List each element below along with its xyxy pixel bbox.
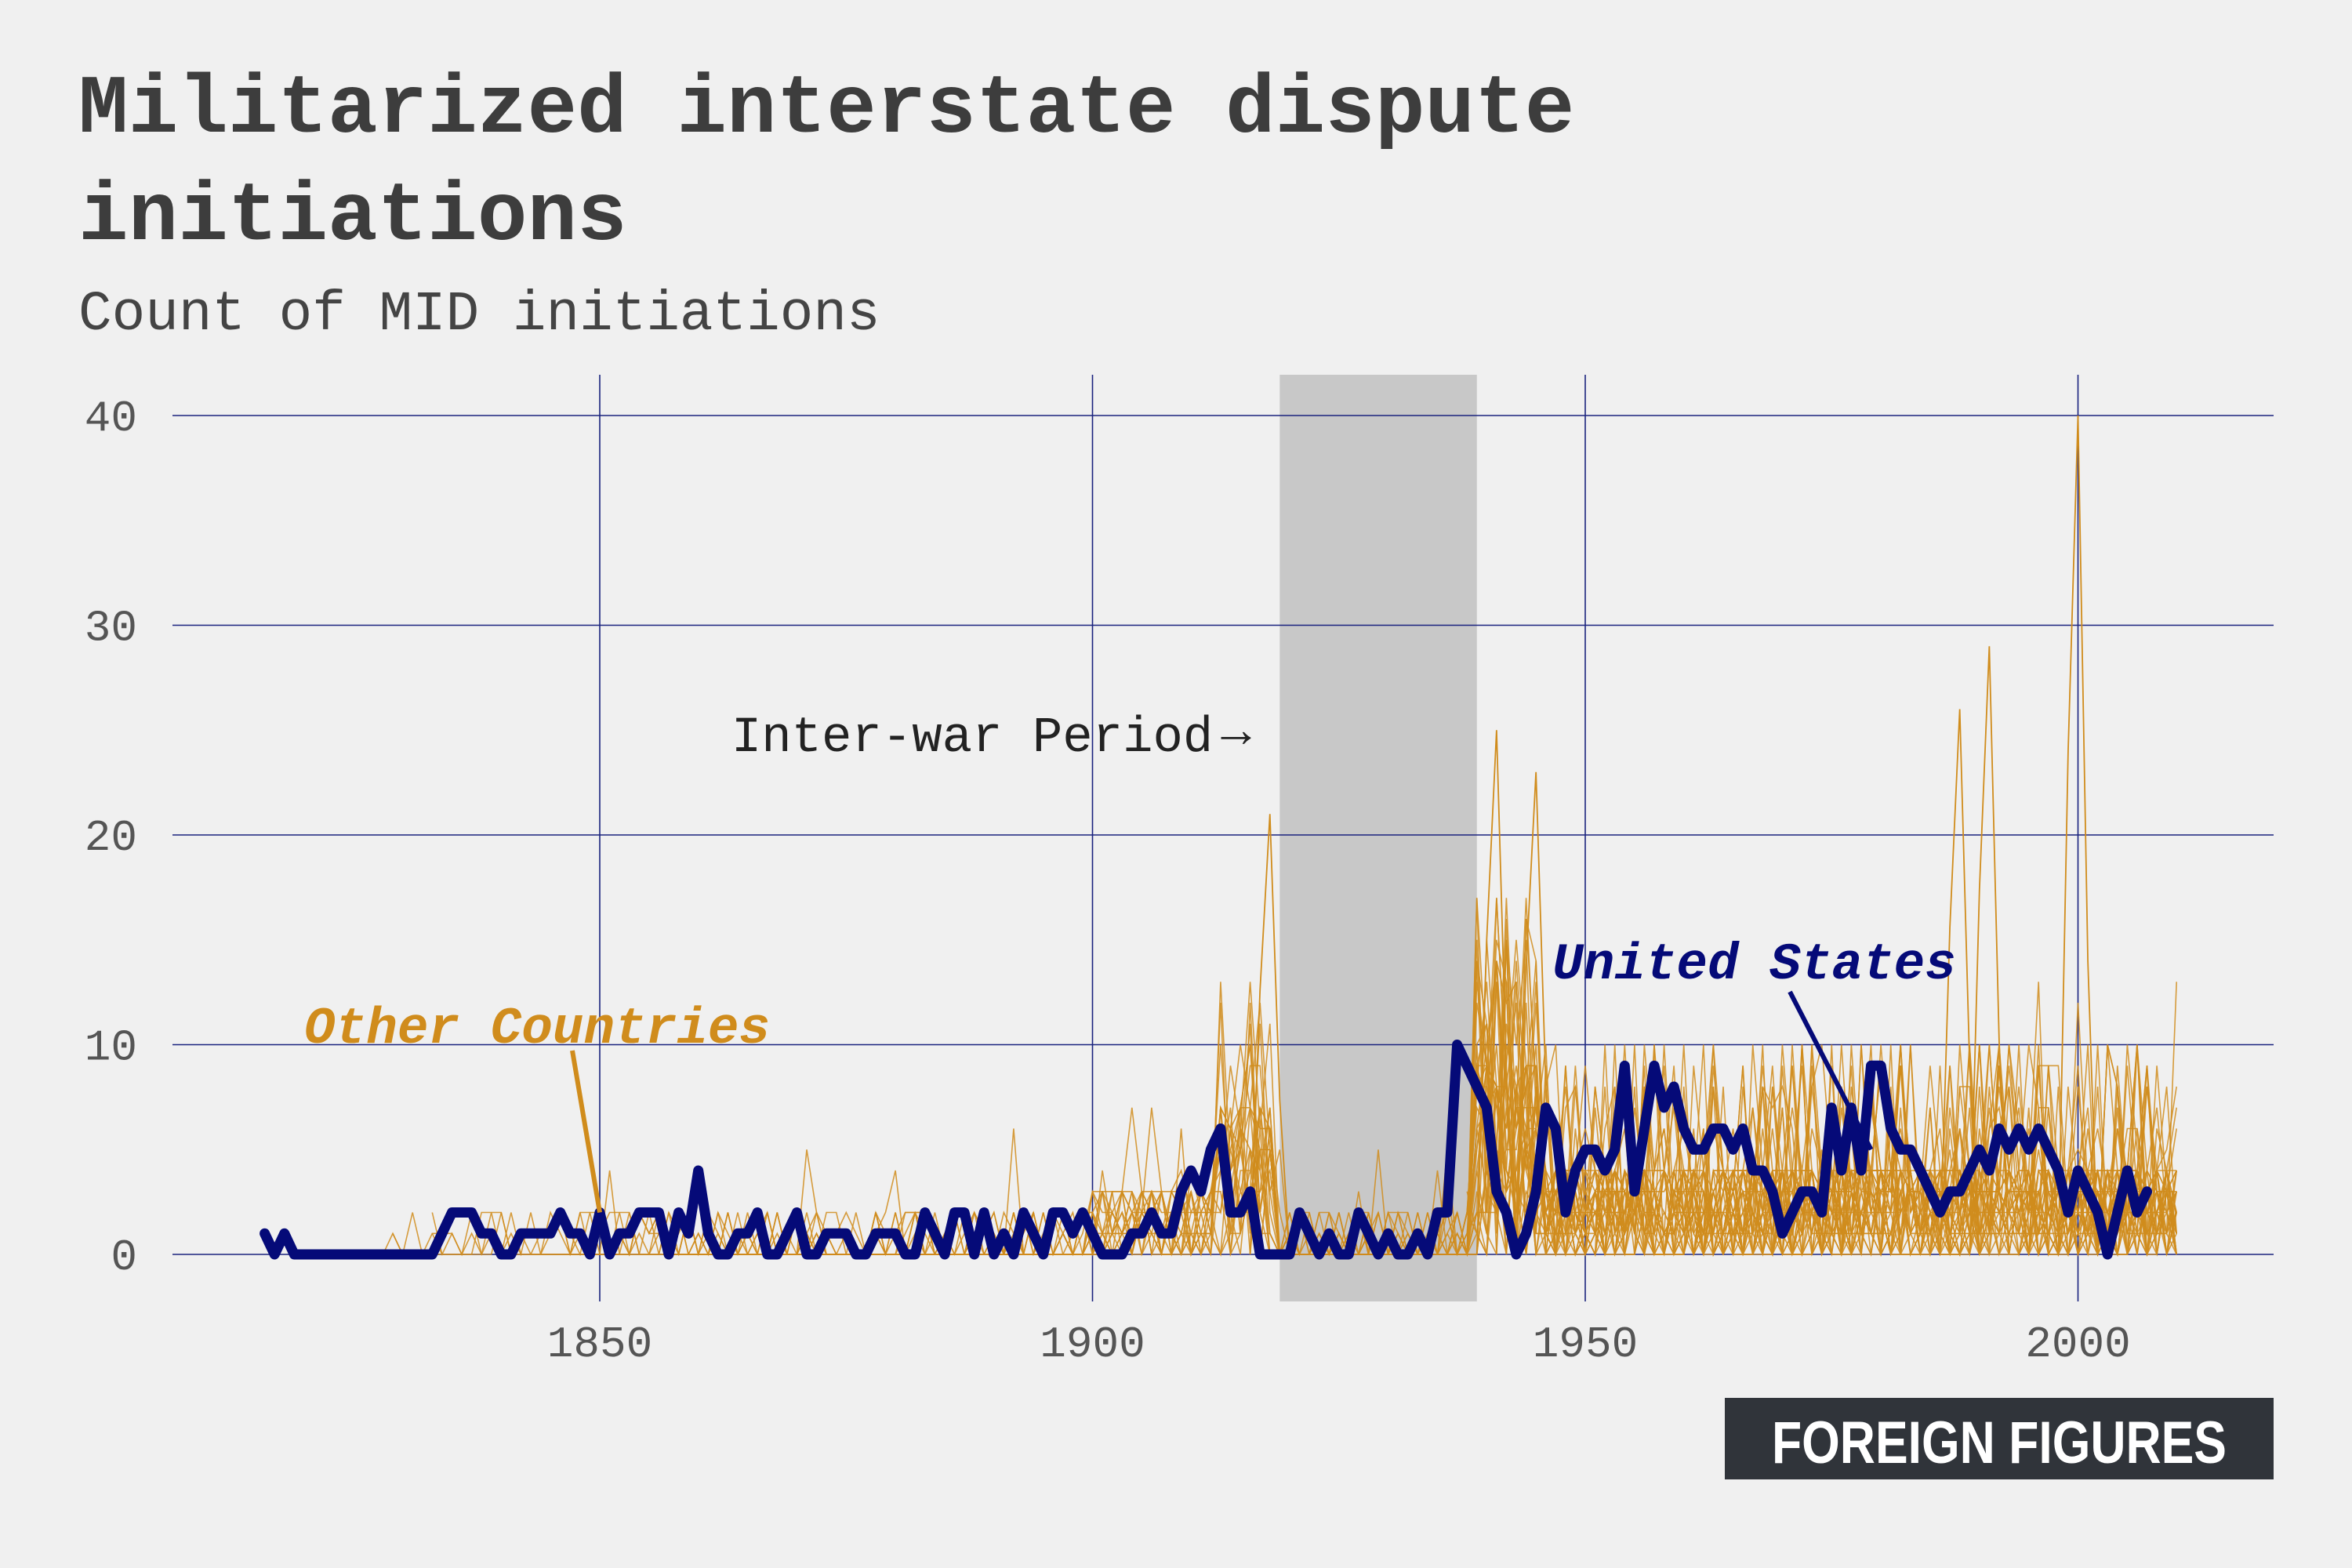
x-tick-label: 1950	[1533, 1319, 1638, 1370]
chart-title-line1: Militarized interstate dispute	[78, 63, 1574, 157]
other-country-peak	[1515, 771, 1557, 1255]
foreign-figures-logo: FOREIGN FIGURES	[1725, 1398, 2274, 1479]
y-tick-label: 40	[85, 394, 137, 444]
inter-war-label: Inter-war Period	[731, 710, 1214, 767]
inter-war-shade	[1279, 375, 1477, 1301]
other-country-peak	[1475, 730, 1517, 1255]
other-country-peak	[1969, 646, 2010, 1255]
united-states-label: United States	[1552, 935, 1956, 994]
other-country-line	[1210, 960, 2177, 1257]
y-tick-label: 0	[111, 1232, 137, 1283]
other-countries-lines	[363, 415, 2177, 1258]
other-countries-label: Other Countries	[304, 1000, 770, 1058]
other-countries-pointer	[570, 1050, 602, 1214]
y-tick-label: 30	[85, 604, 137, 654]
x-tick-label: 2000	[2025, 1319, 2130, 1370]
x-tick-label: 1850	[547, 1319, 652, 1370]
other-country-peak	[1249, 814, 1290, 1255]
united-states-pointer	[1788, 990, 1874, 1151]
y-tick-label: 10	[85, 1023, 137, 1073]
y-tick-label: 20	[85, 813, 137, 863]
logo-text: FOREIGN FIGURES	[1772, 1410, 2227, 1476]
x-tick-label: 1900	[1040, 1319, 1145, 1370]
x-axis-ticks: 1850 1900 1950 2000	[547, 1319, 2131, 1370]
y-axis-ticks: 0 10 20 30 40	[85, 394, 137, 1283]
chart-title-line2: initiations	[78, 170, 627, 264]
inter-war-arrow-icon: →	[1221, 706, 1251, 762]
chart-subtitle: Count of MID initiations	[78, 284, 880, 347]
other-country-peak	[2057, 415, 2099, 1255]
united-states-line	[260, 1040, 2152, 1260]
